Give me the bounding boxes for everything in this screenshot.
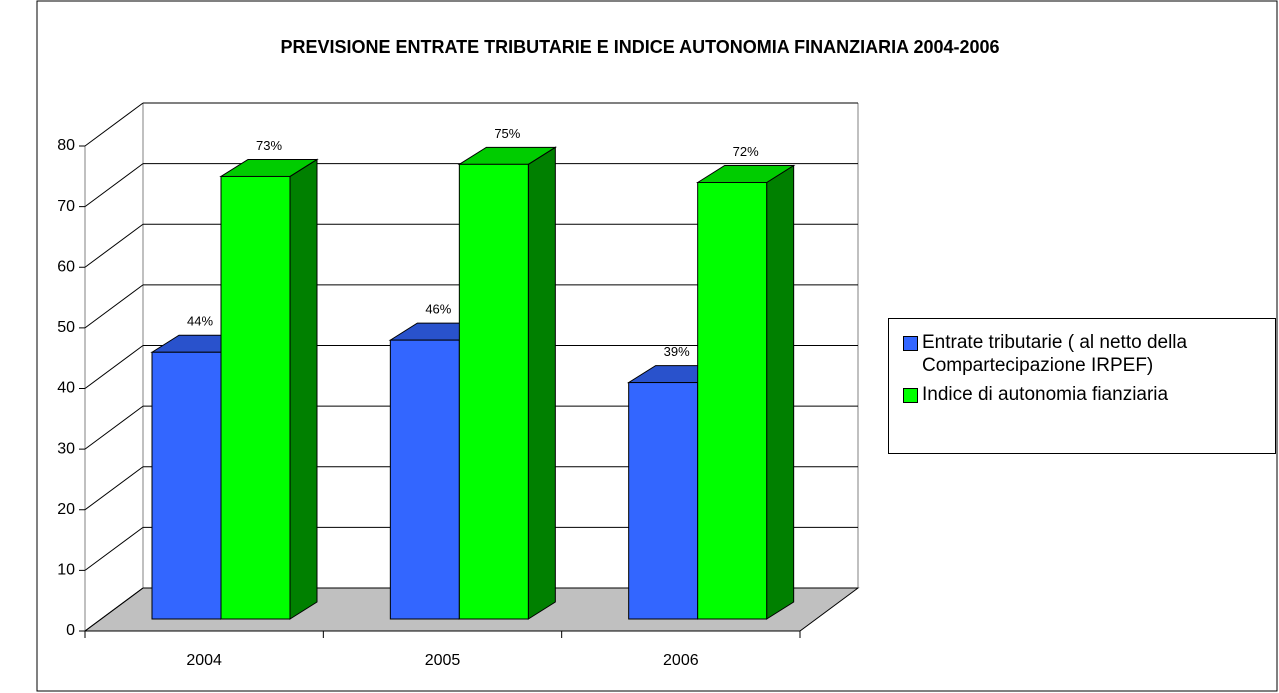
bar-side xyxy=(527,146,556,620)
bar xyxy=(220,175,291,620)
value-label: 75% xyxy=(494,126,520,141)
bar xyxy=(389,339,460,620)
bar xyxy=(458,163,529,620)
y-tick-label: 70 xyxy=(57,198,75,215)
grid-line xyxy=(84,526,144,571)
frame xyxy=(36,0,1278,692)
grid-line xyxy=(84,405,144,450)
bar xyxy=(697,182,768,620)
grid-line xyxy=(84,163,144,208)
legend-item: Indice di autonomia fianziaria xyxy=(895,383,1269,406)
y-tick-label: 20 xyxy=(57,501,75,518)
bar xyxy=(628,382,699,620)
grid-line xyxy=(84,102,144,147)
bar-side xyxy=(289,158,318,620)
grid-line xyxy=(84,284,144,329)
y-tick-label: 30 xyxy=(57,440,75,457)
value-label: 73% xyxy=(256,138,282,153)
value-label: 46% xyxy=(425,302,451,317)
grid-line xyxy=(84,466,144,511)
x-tick-label: 2006 xyxy=(663,652,699,669)
bar-side xyxy=(766,164,795,620)
value-label: 39% xyxy=(664,344,690,359)
value-label: 72% xyxy=(733,144,759,159)
grid-line xyxy=(84,345,144,389)
legend-label: Entrate tributarie ( al netto della Comp… xyxy=(922,332,1188,376)
legend: Entrate tributarie ( al netto della Comp… xyxy=(888,318,1276,454)
legend-swatch xyxy=(903,388,918,403)
y-tick-label: 50 xyxy=(57,319,75,336)
grid-line xyxy=(84,223,144,268)
legend-swatch xyxy=(903,336,918,351)
bar xyxy=(151,351,222,620)
chart-title: PREVISIONE ENTRATE TRIBUTARIE E INDICE A… xyxy=(280,37,999,57)
y-tick-label: 0 xyxy=(66,622,75,639)
y-tick-label: 60 xyxy=(57,258,75,275)
grid-line xyxy=(84,587,144,632)
legend-label: Indice di autonomia fianziaria xyxy=(922,384,1169,405)
value-label: 44% xyxy=(187,314,213,329)
x-tick-label: 2004 xyxy=(186,652,222,669)
y-tick-label: 80 xyxy=(57,137,75,154)
y-tick-label: 10 xyxy=(57,562,75,579)
y-tick-label: 40 xyxy=(57,380,75,397)
legend-item: Entrate tributarie ( al netto della Comp… xyxy=(895,331,1269,377)
x-tick-label: 2005 xyxy=(425,652,461,669)
